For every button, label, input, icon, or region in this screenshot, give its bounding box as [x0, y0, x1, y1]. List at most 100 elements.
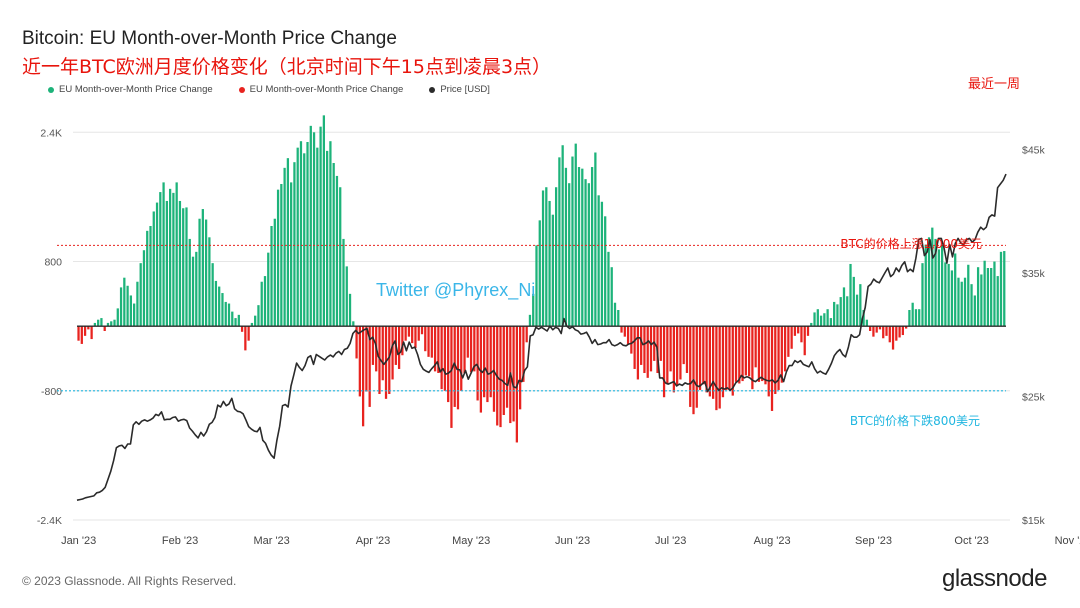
bar-mom-change	[525, 326, 528, 343]
bar-mom-change	[666, 326, 669, 385]
bar-mom-change	[433, 326, 437, 372]
bar-mom-change	[319, 126, 322, 327]
bar-mom-change	[960, 281, 963, 327]
bar-mom-change	[842, 287, 846, 327]
bar-mom-change	[254, 315, 257, 327]
bar-mom-change	[155, 202, 159, 327]
bar-mom-change	[492, 326, 496, 412]
bar-mom-change	[891, 326, 895, 350]
bar-mom-change	[852, 276, 855, 327]
bar-mom-change	[106, 322, 110, 327]
bar-mom-change	[365, 326, 368, 392]
bar-mom-change	[918, 309, 921, 327]
bar-mom-change	[240, 326, 244, 332]
y-right-tick-label: $25k	[1022, 391, 1046, 403]
bar-mom-change	[116, 308, 119, 327]
bar-mom-change	[257, 305, 260, 327]
bar-mom-change	[898, 326, 901, 338]
legend-item-red[interactable]: EU Month-over-Month Price Change	[238, 84, 404, 95]
bar-mom-change	[326, 150, 329, 327]
bar-mom-change	[731, 326, 734, 396]
bar-mom-change	[914, 309, 918, 327]
bar-mom-change	[594, 152, 597, 327]
bar-mom-change	[692, 326, 695, 415]
bar-mom-change	[195, 251, 198, 327]
bar-mom-change	[626, 326, 630, 345]
recent-week-label: 最近一周	[968, 77, 1020, 92]
bar-mom-change	[443, 326, 447, 391]
bar-mom-change	[702, 326, 705, 385]
bar-mom-change	[793, 326, 797, 336]
legend-red-label: EU Month-over-Month Price Change	[249, 84, 404, 95]
legend-item-price[interactable]: Price [USD]	[429, 84, 490, 95]
bar-mom-change	[548, 200, 551, 327]
bar-mom-change	[505, 326, 509, 408]
bar-mom-change	[738, 326, 741, 384]
bar-mom-change	[649, 326, 653, 372]
bar-mom-change	[607, 251, 610, 327]
bar-mom-change	[931, 227, 934, 327]
bar-mom-change	[761, 326, 764, 382]
bar-mom-change	[718, 326, 721, 409]
bar-mom-change	[990, 268, 993, 327]
y-left-tick-label: -800	[41, 386, 62, 398]
down-annotation: BTC的价格下跌800美元	[850, 413, 980, 428]
bar-mom-change	[316, 147, 319, 327]
bar-mom-change	[296, 147, 299, 327]
bar-mom-change	[401, 326, 404, 356]
bar-mom-change	[165, 200, 168, 327]
bar-mom-change	[224, 301, 227, 327]
bar-mom-change	[963, 277, 967, 327]
bar-mom-change	[342, 238, 345, 327]
bar-mom-change	[339, 187, 342, 327]
bar-mom-change	[371, 326, 375, 365]
bar-mom-change	[463, 326, 466, 373]
bar-mom-change	[332, 163, 335, 327]
bar-mom-change	[388, 326, 391, 394]
price-line	[76, 173, 1007, 501]
bar-mom-change	[568, 183, 571, 327]
bar-mom-change	[787, 326, 790, 357]
bar-mom-change	[168, 188, 172, 327]
bar-mom-change	[299, 141, 303, 327]
bar-mom-change	[823, 313, 826, 327]
bar-mom-change	[466, 326, 469, 358]
bar-mom-change	[829, 318, 833, 327]
bar-mom-change	[882, 326, 885, 339]
bar-mom-change	[810, 322, 813, 327]
bar-mom-change	[231, 311, 234, 327]
bar-mom-change	[447, 326, 450, 403]
bar-mom-change	[119, 287, 123, 327]
legend-price-dot	[429, 86, 436, 93]
bar-mom-change	[973, 295, 976, 327]
bar-mom-change	[682, 326, 685, 365]
legend-item-green[interactable]: EU Month-over-Month Price Change	[48, 84, 213, 95]
bar-mom-change	[839, 297, 842, 327]
bar-mom-change	[895, 326, 898, 341]
bar-mom-change	[414, 326, 417, 348]
bar-mom-change	[855, 294, 859, 327]
bar-mom-change	[123, 277, 126, 327]
bar-mom-change	[950, 270, 954, 327]
bar-mom-change	[136, 281, 139, 327]
bar-mom-change	[643, 326, 646, 373]
bar-mom-change	[541, 190, 545, 327]
bar-mom-change	[885, 326, 888, 336]
bar-mom-change	[754, 326, 757, 368]
bar-mom-change	[705, 326, 708, 393]
bar-mom-change	[797, 326, 800, 334]
bar-mom-change	[280, 184, 283, 327]
bar-mom-change	[512, 326, 515, 422]
bar-mom-change	[142, 250, 146, 327]
bar-mom-change	[273, 218, 276, 327]
bar-mom-change	[473, 326, 476, 372]
bar-mom-change	[819, 315, 823, 327]
bar-mom-change	[293, 162, 296, 327]
bar-mom-change	[564, 167, 568, 327]
bar-mom-change	[806, 326, 810, 336]
bar-mom-change	[267, 252, 270, 327]
bar-mom-change	[417, 326, 420, 341]
x-tick-label: May '23	[452, 535, 490, 547]
bar-mom-change	[260, 281, 263, 327]
bar-mom-change	[620, 326, 623, 333]
